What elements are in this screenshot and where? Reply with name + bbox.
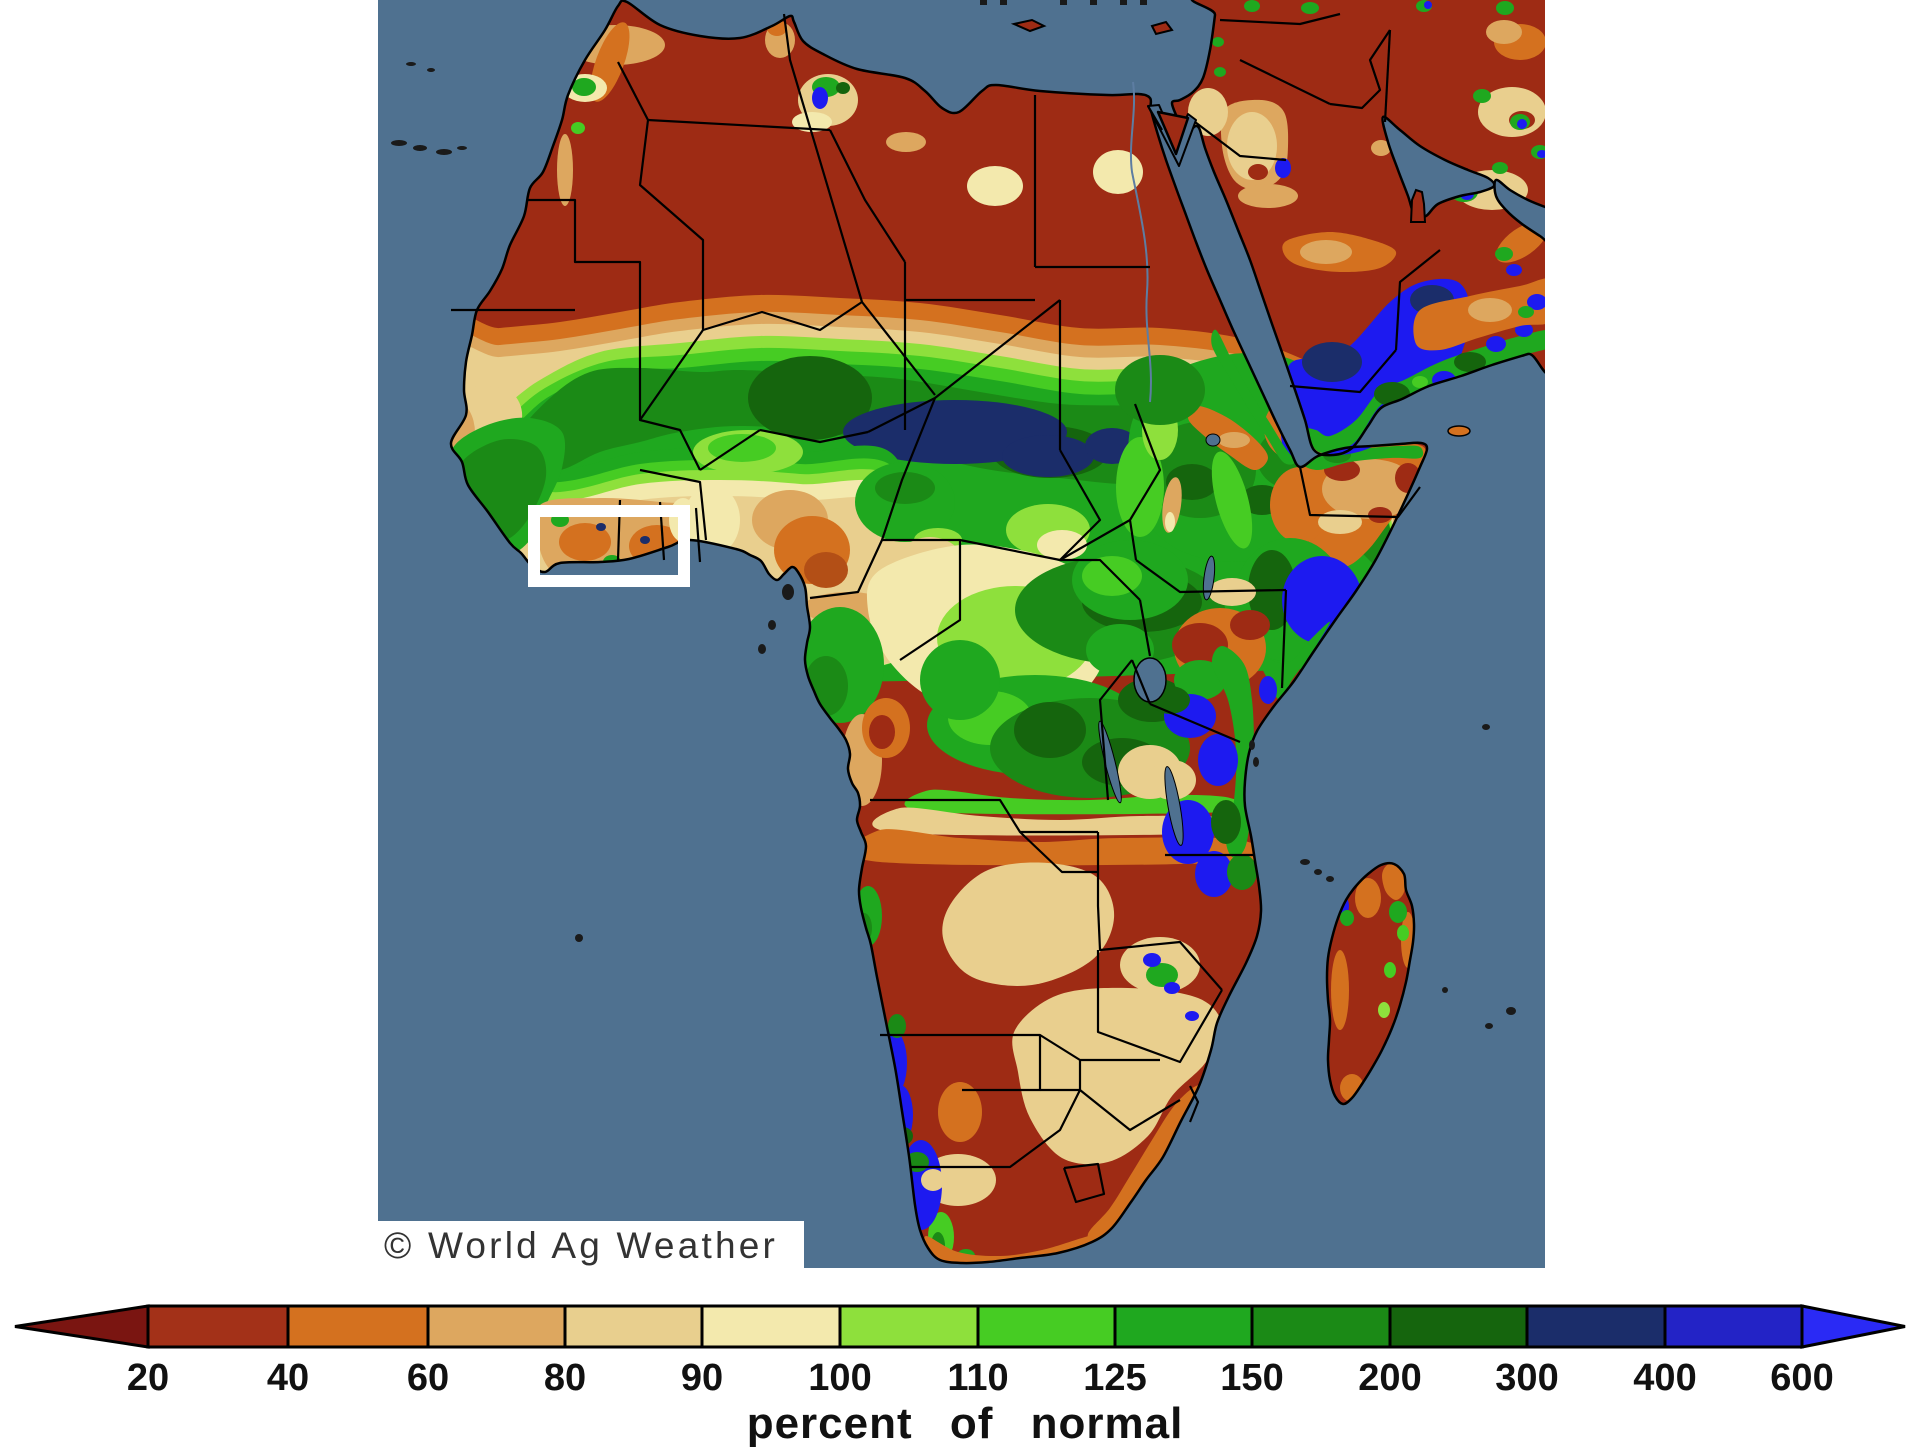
svg-text:100: 100 — [808, 1357, 871, 1399]
svg-text:300: 300 — [1495, 1357, 1558, 1399]
svg-text:200: 200 — [1358, 1357, 1421, 1399]
svg-text:600: 600 — [1770, 1357, 1833, 1399]
svg-text:percent of normal: percent of normal — [747, 1399, 1184, 1448]
svg-text:40: 40 — [267, 1357, 309, 1399]
svg-text:400: 400 — [1633, 1357, 1696, 1399]
svg-text:20: 20 — [127, 1357, 169, 1399]
svg-text:150: 150 — [1220, 1357, 1283, 1399]
svg-text:© World Ag Weather: © World Ag Weather — [384, 1225, 778, 1266]
svg-text:110: 110 — [947, 1357, 1008, 1399]
svg-text:125: 125 — [1083, 1357, 1146, 1399]
svg-text:60: 60 — [407, 1357, 449, 1399]
svg-text:80: 80 — [544, 1357, 586, 1399]
svg-text:90: 90 — [681, 1357, 723, 1399]
